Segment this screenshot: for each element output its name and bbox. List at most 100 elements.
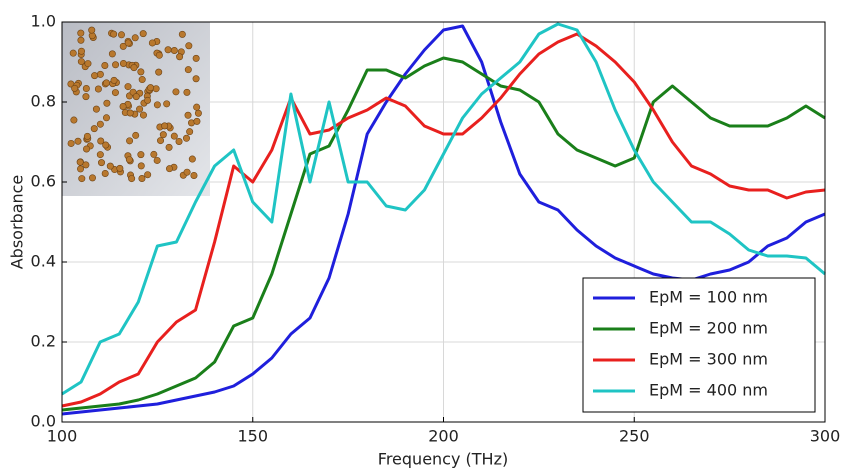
inset-particle bbox=[193, 103, 201, 111]
inset-particle bbox=[183, 88, 191, 96]
inset-particle bbox=[119, 59, 127, 67]
inset-particle bbox=[155, 51, 163, 59]
series-line bbox=[61, 32, 826, 408]
inset-particle bbox=[153, 101, 161, 109]
inset-particle bbox=[161, 122, 169, 130]
inset-particle bbox=[119, 42, 127, 50]
inset-particle bbox=[83, 145, 91, 153]
inset-particle bbox=[192, 75, 200, 83]
inset-particle bbox=[77, 58, 85, 66]
y-tick-label: 0.4 bbox=[31, 252, 56, 271]
inset-particle bbox=[188, 155, 196, 163]
inset-particle bbox=[108, 50, 116, 58]
y-tick-label: 0.8 bbox=[31, 92, 56, 111]
inset-particle bbox=[148, 39, 156, 47]
inset-particle bbox=[184, 111, 192, 119]
inset-particle bbox=[78, 175, 86, 183]
inset-particle bbox=[130, 64, 138, 72]
inset-particle bbox=[74, 137, 82, 145]
inset-particle bbox=[138, 76, 146, 84]
inset-particle bbox=[170, 132, 178, 140]
inset-particle bbox=[94, 85, 102, 93]
inset-particle bbox=[137, 68, 145, 76]
inset-particle bbox=[119, 102, 127, 110]
inset-particle bbox=[164, 46, 172, 54]
inset-particle bbox=[77, 36, 85, 44]
legend-label: EpM = 300 nm bbox=[649, 350, 768, 369]
inset-particle bbox=[117, 31, 125, 39]
inset-particle bbox=[147, 84, 155, 92]
inset-particle bbox=[83, 132, 91, 140]
inset-particle bbox=[67, 139, 75, 147]
inset-particle bbox=[82, 93, 90, 101]
legend-label: EpM = 400 nm bbox=[649, 381, 768, 400]
x-tick-label: 100 bbox=[47, 427, 78, 446]
x-tick-label: 200 bbox=[428, 427, 459, 446]
inset-particle bbox=[92, 105, 100, 113]
inset-particle bbox=[110, 76, 118, 84]
inset-particle bbox=[192, 54, 200, 62]
inset-particle bbox=[176, 53, 184, 61]
inset-particle bbox=[126, 109, 134, 117]
inset-particle bbox=[125, 156, 133, 164]
y-tick-label: 0.6 bbox=[31, 172, 56, 191]
inset-particle bbox=[91, 72, 99, 80]
inset-particle bbox=[98, 159, 106, 167]
inset-particle bbox=[69, 49, 77, 57]
y-tick-label: 0.0 bbox=[31, 412, 56, 431]
legend: EpM = 100 nm EpM = 200 nm EpM = 300 nm EpM … bbox=[582, 277, 816, 413]
legend-label: EpM = 100 nm bbox=[649, 288, 768, 307]
inset-particle bbox=[128, 175, 136, 183]
inset-particle bbox=[106, 162, 114, 170]
inset-image bbox=[62, 22, 210, 196]
inset-particle bbox=[137, 162, 145, 170]
inset-particle bbox=[175, 137, 183, 145]
inset-particle bbox=[88, 26, 96, 34]
inset-particle bbox=[153, 156, 161, 164]
inset-particle bbox=[178, 30, 186, 38]
inset-particle bbox=[132, 131, 140, 139]
inset-particle bbox=[144, 171, 152, 179]
inset-particle bbox=[76, 158, 84, 166]
legend-label: EpM = 200 nm bbox=[649, 319, 768, 338]
inset-particle bbox=[97, 137, 105, 145]
inset-particle bbox=[103, 99, 111, 107]
inset-particle bbox=[82, 161, 90, 169]
y-axis-label: Absorbance bbox=[8, 175, 27, 270]
series-line bbox=[61, 22, 826, 396]
inset-particle bbox=[77, 165, 85, 173]
inset-particle bbox=[82, 85, 90, 93]
inset-particle bbox=[96, 70, 104, 78]
inset-particle bbox=[194, 109, 202, 117]
inset-particle bbox=[139, 30, 147, 38]
inset-particle bbox=[102, 79, 110, 87]
inset-particle bbox=[77, 29, 85, 37]
inset-particle bbox=[124, 39, 132, 47]
inset-particle bbox=[170, 46, 178, 54]
inset-particle bbox=[132, 93, 140, 101]
inset-particle bbox=[84, 60, 92, 68]
inset-particle bbox=[166, 165, 174, 173]
inset-particle bbox=[102, 114, 110, 122]
inset-particle bbox=[137, 151, 145, 159]
inset-particle bbox=[96, 151, 104, 159]
inset-particle bbox=[136, 105, 144, 113]
inset-particle bbox=[126, 137, 134, 145]
x-tick-label: 150 bbox=[237, 427, 268, 446]
inset-particle bbox=[77, 47, 85, 55]
inset-particle bbox=[159, 131, 167, 139]
inset-particle bbox=[190, 171, 198, 179]
y-tick-label: 0.2 bbox=[31, 332, 56, 351]
inset-particle bbox=[112, 61, 120, 69]
inset-particle bbox=[144, 96, 152, 104]
inset-particle bbox=[138, 174, 146, 182]
inset-particle bbox=[88, 174, 96, 182]
x-tick-label: 300 bbox=[810, 427, 841, 446]
inset-particle bbox=[131, 34, 139, 42]
inset-particle bbox=[124, 83, 132, 91]
inset-particle bbox=[116, 164, 124, 172]
inset-particle bbox=[101, 169, 109, 177]
inset-particle bbox=[193, 117, 201, 125]
inset-particle bbox=[70, 116, 78, 124]
